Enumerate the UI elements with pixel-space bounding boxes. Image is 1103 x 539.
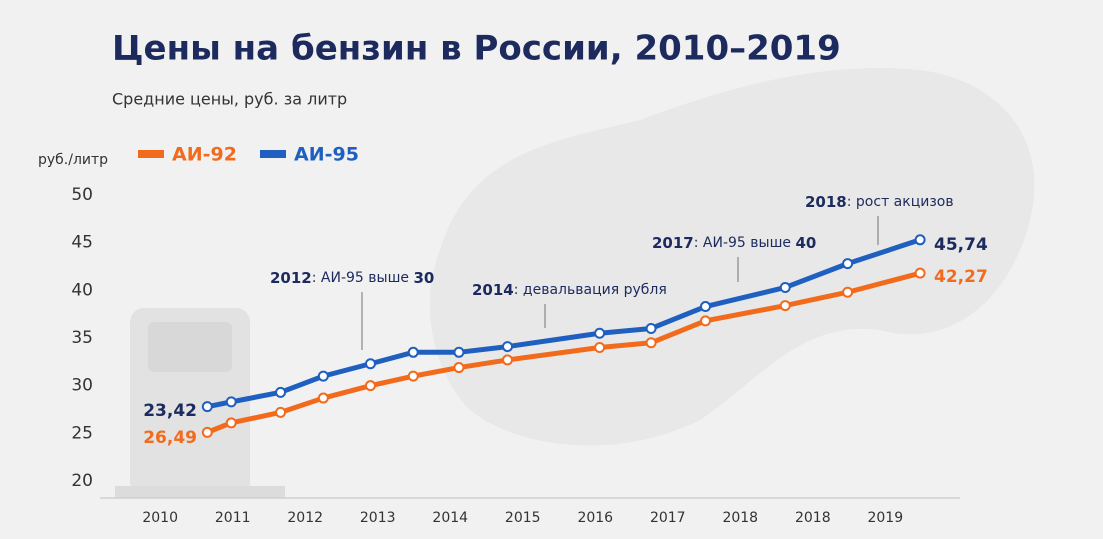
x-tick-label: 2018 (722, 510, 758, 526)
end-label: 45,74 (934, 235, 988, 255)
annotation-part: 2017 (652, 234, 694, 252)
legend-label: АИ-95 (294, 144, 359, 166)
data-point (502, 354, 514, 366)
x-tick-label: 2012 (287, 510, 323, 526)
data-point (594, 342, 606, 354)
y-tick-label: 20 (71, 471, 93, 491)
x-tick-label: 2019 (867, 510, 903, 526)
annotation: 2014: девальвация рубля (472, 281, 667, 299)
legend-swatch (138, 150, 164, 158)
annotation: 2018: рост акцизов (805, 193, 954, 211)
x-tick-label: 2014 (432, 510, 468, 526)
data-point (502, 341, 514, 353)
legend-swatch (260, 150, 286, 158)
y-tick-label: 40 (71, 280, 93, 300)
annotation-part: : девальвация рубля (514, 282, 667, 298)
data-point (201, 401, 213, 413)
y-tick-label: 50 (71, 185, 93, 205)
annotation-part: : АИ-95 выше (312, 270, 414, 286)
data-point (914, 267, 926, 279)
data-point (275, 386, 287, 398)
annotation-part: 2018 (805, 193, 847, 211)
data-point (645, 322, 657, 334)
data-point (914, 234, 926, 246)
data-point (407, 370, 419, 382)
y-axis-label: руб./литр (38, 152, 108, 168)
legend-label: АИ-92 (172, 144, 237, 166)
data-point (364, 380, 376, 392)
x-tick-label: 2011 (215, 510, 251, 526)
x-tick-label: 2018 (795, 510, 831, 526)
annotation-part: : АИ-95 выше (694, 235, 796, 251)
data-point (842, 286, 854, 298)
end-label: 26,49 (143, 428, 197, 448)
data-point (275, 406, 287, 418)
x-tick-label: 2015 (505, 510, 541, 526)
end-label: 23,42 (143, 401, 197, 421)
data-point (645, 337, 657, 349)
data-point (225, 396, 237, 408)
annotation-part: 2014 (472, 281, 514, 299)
data-point (699, 301, 711, 313)
y-tick-label: 45 (71, 233, 93, 253)
x-tick-label: 2016 (577, 510, 613, 526)
annotation-part: : рост акцизов (847, 194, 954, 210)
series-line (206, 237, 921, 410)
end-label: 42,27 (934, 267, 988, 287)
data-point (779, 281, 791, 293)
y-tick-label: 25 (71, 423, 93, 443)
data-point (779, 300, 791, 312)
x-tick-label: 2017 (650, 510, 686, 526)
data-point (594, 327, 606, 339)
data-point (453, 346, 465, 358)
y-tick-label: 30 (71, 376, 93, 396)
annotation-part: 40 (795, 234, 816, 252)
data-point (317, 392, 329, 404)
data-point (317, 370, 329, 382)
chart-title: Цены на бензин в России, 2010–2019 (112, 29, 841, 69)
data-point (699, 315, 711, 327)
y-tick-label: 35 (71, 328, 93, 348)
annotation-part: 30 (413, 269, 434, 287)
annotation: 2012: АИ-95 выше 30 (270, 269, 434, 287)
x-tick-label: 2013 (360, 510, 396, 526)
data-point (225, 417, 237, 429)
annotation-part: 2012 (270, 269, 312, 287)
chart-subtitle: Средние цены, руб. за литр (112, 90, 347, 109)
data-point (453, 362, 465, 374)
data-point (842, 258, 854, 270)
data-point (201, 426, 213, 438)
data-point (407, 346, 419, 358)
series-line (206, 270, 921, 435)
data-point (364, 358, 376, 370)
x-tick-label: 2010 (142, 510, 178, 526)
annotation: 2017: АИ-95 выше 40 (652, 234, 816, 252)
